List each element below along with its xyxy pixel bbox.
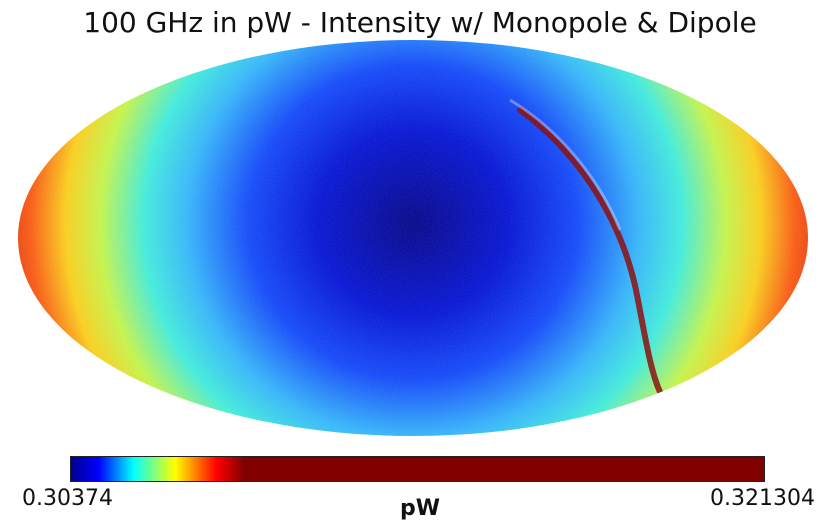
colorbar (70, 456, 765, 482)
colorbar-max-label: 0.321304 (710, 486, 815, 511)
map-title: 100 GHz in pW - Intensity w/ Monopole & … (83, 6, 757, 39)
colorbar-unit-label: pW (399, 496, 440, 521)
colorbar-min-label: 0.30374 (22, 486, 113, 511)
